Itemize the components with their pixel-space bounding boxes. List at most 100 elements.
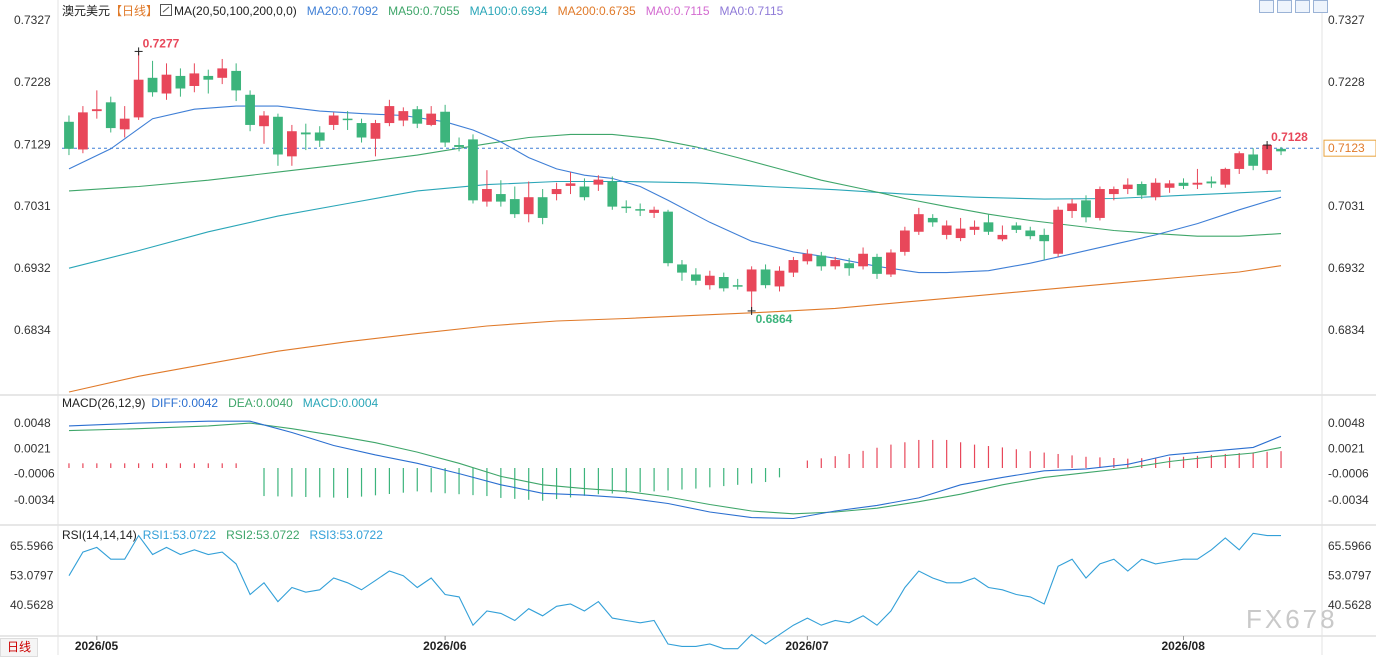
ma50-value: MA50:0.7055 <box>388 4 460 18</box>
crosshair-tool-icon[interactable] <box>1259 0 1274 13</box>
candle-body <box>64 121 74 149</box>
candle-body <box>579 186 590 198</box>
candle-body <box>844 263 855 269</box>
candle-body <box>927 217 938 223</box>
period-label[interactable]: 【日线】 <box>110 4 159 18</box>
candle-body <box>328 115 339 125</box>
candle-body <box>718 277 729 289</box>
ma200-value: MA200:0.6735 <box>557 4 636 18</box>
candle-body <box>1067 203 1077 212</box>
bar-style-icon[interactable] <box>1313 0 1328 13</box>
candle-body <box>342 118 353 121</box>
candle-body <box>356 123 367 138</box>
candle-body <box>969 226 980 230</box>
candle-body <box>440 111 451 143</box>
candle-body <box>203 75 214 80</box>
current-price-box <box>1323 139 1376 157</box>
period-tab[interactable]: 日线 <box>0 638 39 657</box>
macd-value: MACD:0.0004 <box>302 396 379 410</box>
zoom-out-icon[interactable] <box>1295 0 1310 13</box>
candle-body <box>384 106 395 124</box>
rsi-tick-label-right: 53.0797 <box>1328 569 1372 583</box>
candle-body <box>245 94 255 125</box>
candle-body <box>412 109 423 124</box>
candle-body <box>217 68 228 78</box>
main-legend: 澳元美元【日线】 MA(20,50,100,200,0,0) MA20:0.7092… <box>62 2 783 19</box>
candle-body <box>551 189 562 195</box>
rsi-tick-label-left: 53.0797 <box>10 569 54 583</box>
candle-body <box>760 269 771 286</box>
ma-params: MA(20,50,100,200,0,0) <box>174 4 297 18</box>
y-tick-label-left: 0.6932 <box>14 261 51 275</box>
rsi-tick-label-left: 40.5628 <box>10 598 54 612</box>
chart-toolbar <box>1259 0 1328 13</box>
candle-body <box>468 139 478 201</box>
watermark: FX678 <box>1246 604 1338 634</box>
y-tick-label-right: 0.6932 <box>1328 261 1365 275</box>
candle-body <box>593 179 604 185</box>
rsi-tick-label-left: 65.5966 <box>10 539 54 553</box>
macd-tick-label-right: 0.0048 <box>1328 416 1365 430</box>
candle-body <box>133 79 144 118</box>
candle-body <box>1220 168 1231 185</box>
candle-body <box>189 73 200 86</box>
y-tick-label-left: 0.6834 <box>14 323 51 337</box>
macd-params: MACD(26,12,9) <box>62 396 146 410</box>
rsi-legend: RSI(14,14,14) RSI1:53.0722 RSI2:53.0722 RSI… <box>62 528 383 542</box>
candle-body <box>523 197 534 215</box>
rsi-line <box>68 532 1281 650</box>
candle-body <box>983 222 994 232</box>
candle-body <box>370 123 381 139</box>
candle-body <box>1206 181 1217 184</box>
current-price-label: 0.7123 <box>1328 141 1365 155</box>
y-tick-label-left: 0.7031 <box>14 199 51 213</box>
candle-body <box>635 209 646 211</box>
macd-tick-label-left: -0.0006 <box>14 467 55 481</box>
ma20-value: MA20:0.7092 <box>306 4 379 18</box>
symbol-name: 澳元美元 <box>62 4 111 18</box>
candle-body <box>482 189 492 202</box>
rsi-tick-label-right: 40.5628 <box>1328 598 1372 612</box>
candle-body <box>300 132 311 135</box>
y-tick-label-left: 0.7228 <box>14 75 51 89</box>
candle-body <box>161 74 172 94</box>
ma20-line <box>68 105 1282 274</box>
candle-body <box>495 194 506 202</box>
candle-body <box>286 131 297 157</box>
candle-body <box>941 225 952 235</box>
macd-diff-line <box>68 420 1282 520</box>
zoom-in-icon[interactable] <box>1277 0 1292 13</box>
candle-body <box>802 253 813 262</box>
candle-body <box>1025 230 1036 237</box>
candle-body <box>886 252 896 275</box>
candle-body <box>1039 234 1050 242</box>
extreme-label: 0.7128 <box>1271 130 1308 144</box>
candle-body <box>899 230 910 252</box>
x-tick-label: 2026/08 <box>1162 639 1206 653</box>
y-tick-label-left: 0.7327 <box>14 13 51 27</box>
candle-body <box>119 118 130 130</box>
candle-body <box>704 275 715 286</box>
y-tick-label-left: 0.7129 <box>14 137 51 151</box>
macd-tick-label-left: 0.0021 <box>14 441 51 455</box>
ma0-value-1: MA0:0.7115 <box>645 4 710 18</box>
candle-body <box>621 206 632 209</box>
candle-body <box>231 70 242 91</box>
candle-body <box>663 211 673 264</box>
ma100-value: MA100:0.6934 <box>469 4 548 18</box>
extreme-label: 0.7277 <box>143 36 180 50</box>
candle-body <box>955 228 966 239</box>
ma200-line <box>68 265 1282 393</box>
candle-body <box>1136 184 1147 196</box>
candle-body <box>997 234 1008 240</box>
candle-body <box>1150 182 1161 198</box>
candle-body <box>105 102 116 129</box>
y-tick-label-right: 0.7031 <box>1328 199 1365 213</box>
candle-body <box>91 109 102 112</box>
candle-body <box>732 285 743 287</box>
candle-body <box>565 183 576 186</box>
y-tick-label-right: 0.7228 <box>1328 75 1365 89</box>
ma-settings-icon[interactable] <box>160 4 173 16</box>
rsi-tick-label-right: 65.5966 <box>1328 539 1372 553</box>
